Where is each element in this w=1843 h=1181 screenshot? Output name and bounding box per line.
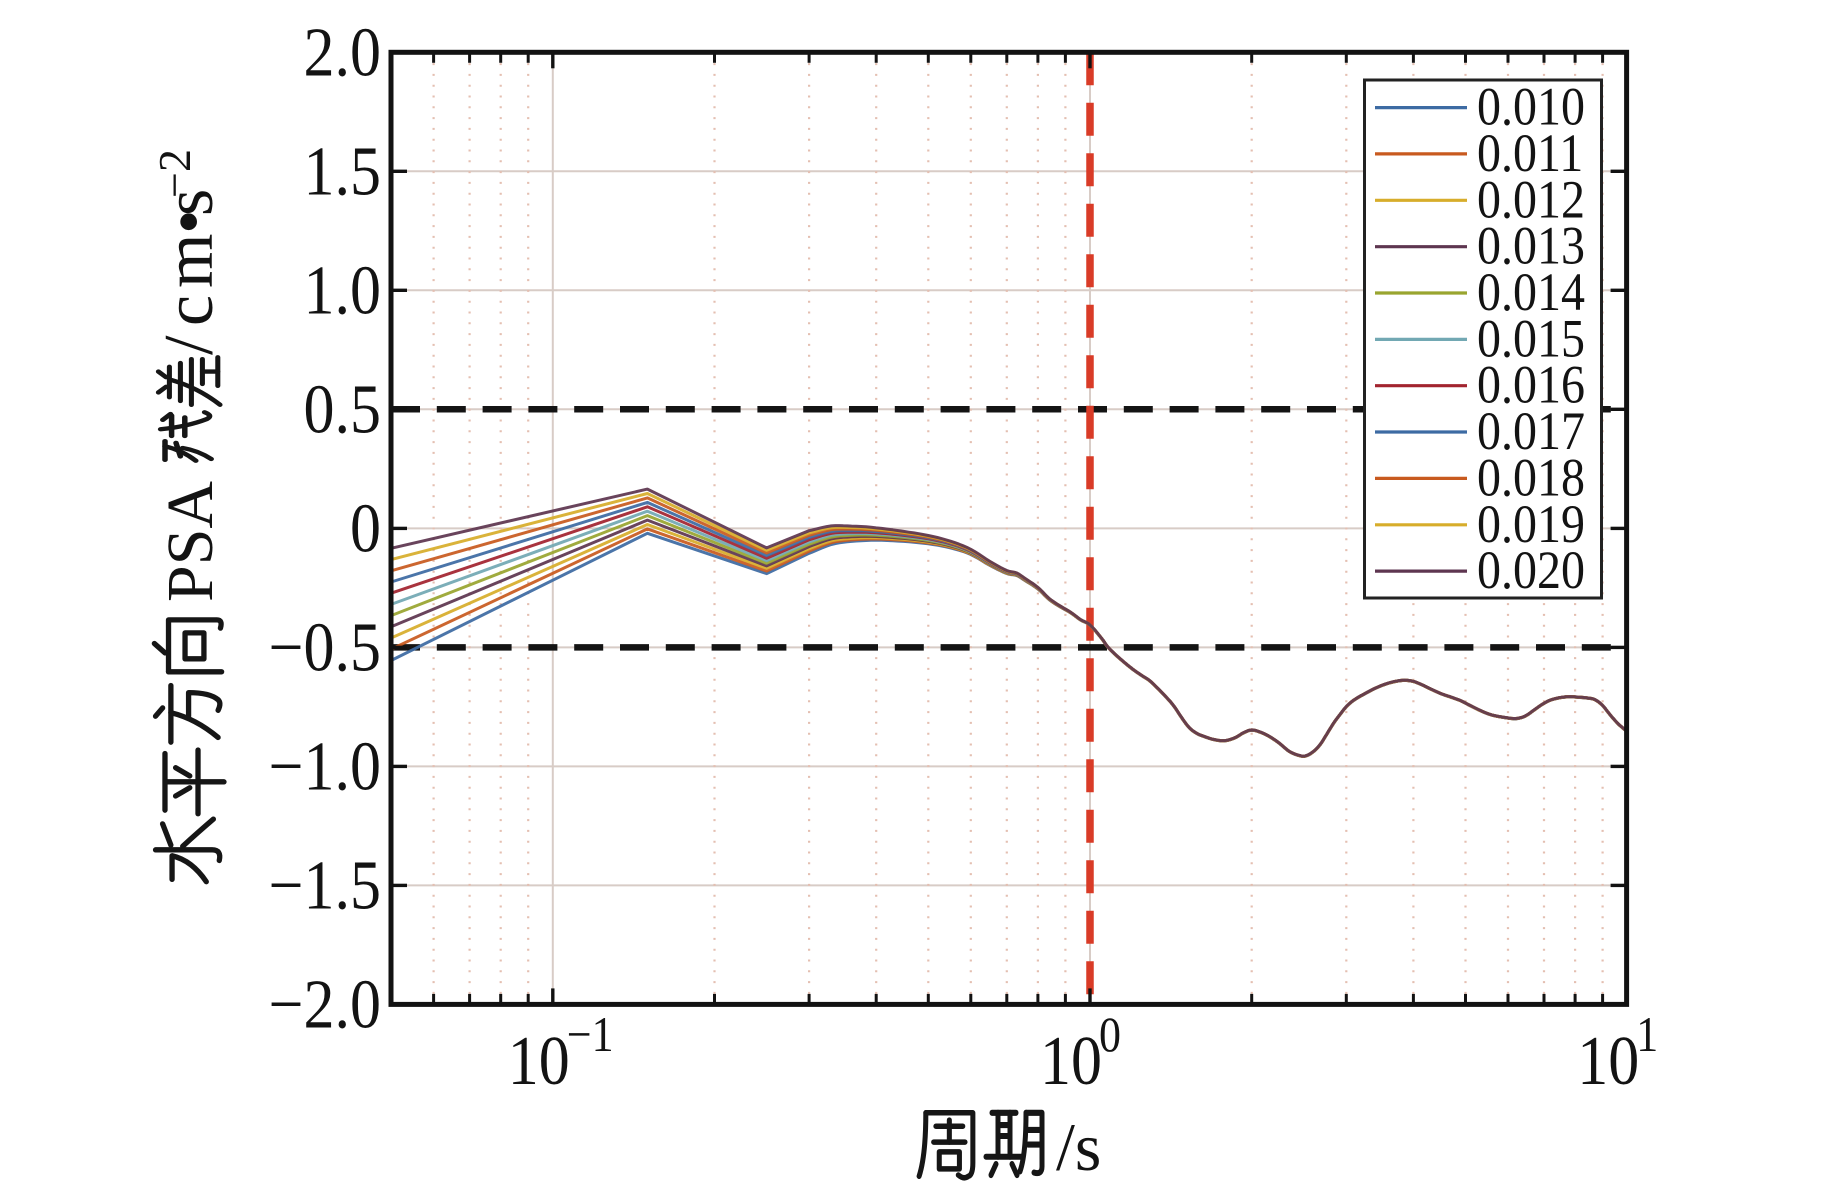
svg-text:−1.0: −1.0 (269, 728, 381, 805)
svg-text:−2: −2 (149, 149, 200, 198)
svg-text:/s: /s (1056, 1109, 1101, 1181)
svg-text:/: / (151, 335, 228, 355)
svg-text:0.020: 0.020 (1477, 540, 1585, 600)
svg-text:1.0: 1.0 (304, 252, 381, 329)
svg-text:0.018: 0.018 (1477, 448, 1585, 508)
svg-text:−1.5: −1.5 (269, 847, 381, 924)
svg-text:0.011: 0.011 (1477, 123, 1583, 183)
svg-text:1.5: 1.5 (304, 133, 381, 210)
svg-text:0.5: 0.5 (304, 371, 381, 448)
svg-text:c: c (151, 295, 228, 326)
svg-text:−0.5: −0.5 (269, 609, 381, 686)
svg-text:0.015: 0.015 (1477, 309, 1585, 369)
svg-text:0: 0 (350, 490, 381, 567)
svg-text:0.010: 0.010 (1477, 77, 1585, 137)
svg-text:m: m (151, 234, 228, 288)
svg-text:0.019: 0.019 (1477, 494, 1585, 554)
svg-text:−1: −1 (567, 1008, 614, 1063)
svg-text:0: 0 (1099, 1008, 1121, 1063)
svg-text:0.012: 0.012 (1477, 170, 1585, 230)
svg-text:10: 10 (1577, 1023, 1639, 1100)
svg-text:•: • (151, 209, 228, 234)
svg-text:1: 1 (1636, 1008, 1658, 1063)
svg-text:0.013: 0.013 (1477, 216, 1585, 276)
svg-text:0.014: 0.014 (1477, 262, 1585, 322)
svg-text:10: 10 (1040, 1023, 1102, 1100)
svg-text:0.016: 0.016 (1477, 355, 1585, 415)
svg-text:0.017: 0.017 (1477, 401, 1585, 461)
svg-text:PSA: PSA (154, 481, 227, 602)
svg-text:−2.0: −2.0 (269, 966, 381, 1043)
svg-text:2.0: 2.0 (304, 14, 381, 91)
svg-text:s: s (151, 189, 228, 216)
svg-text:10: 10 (508, 1023, 570, 1100)
